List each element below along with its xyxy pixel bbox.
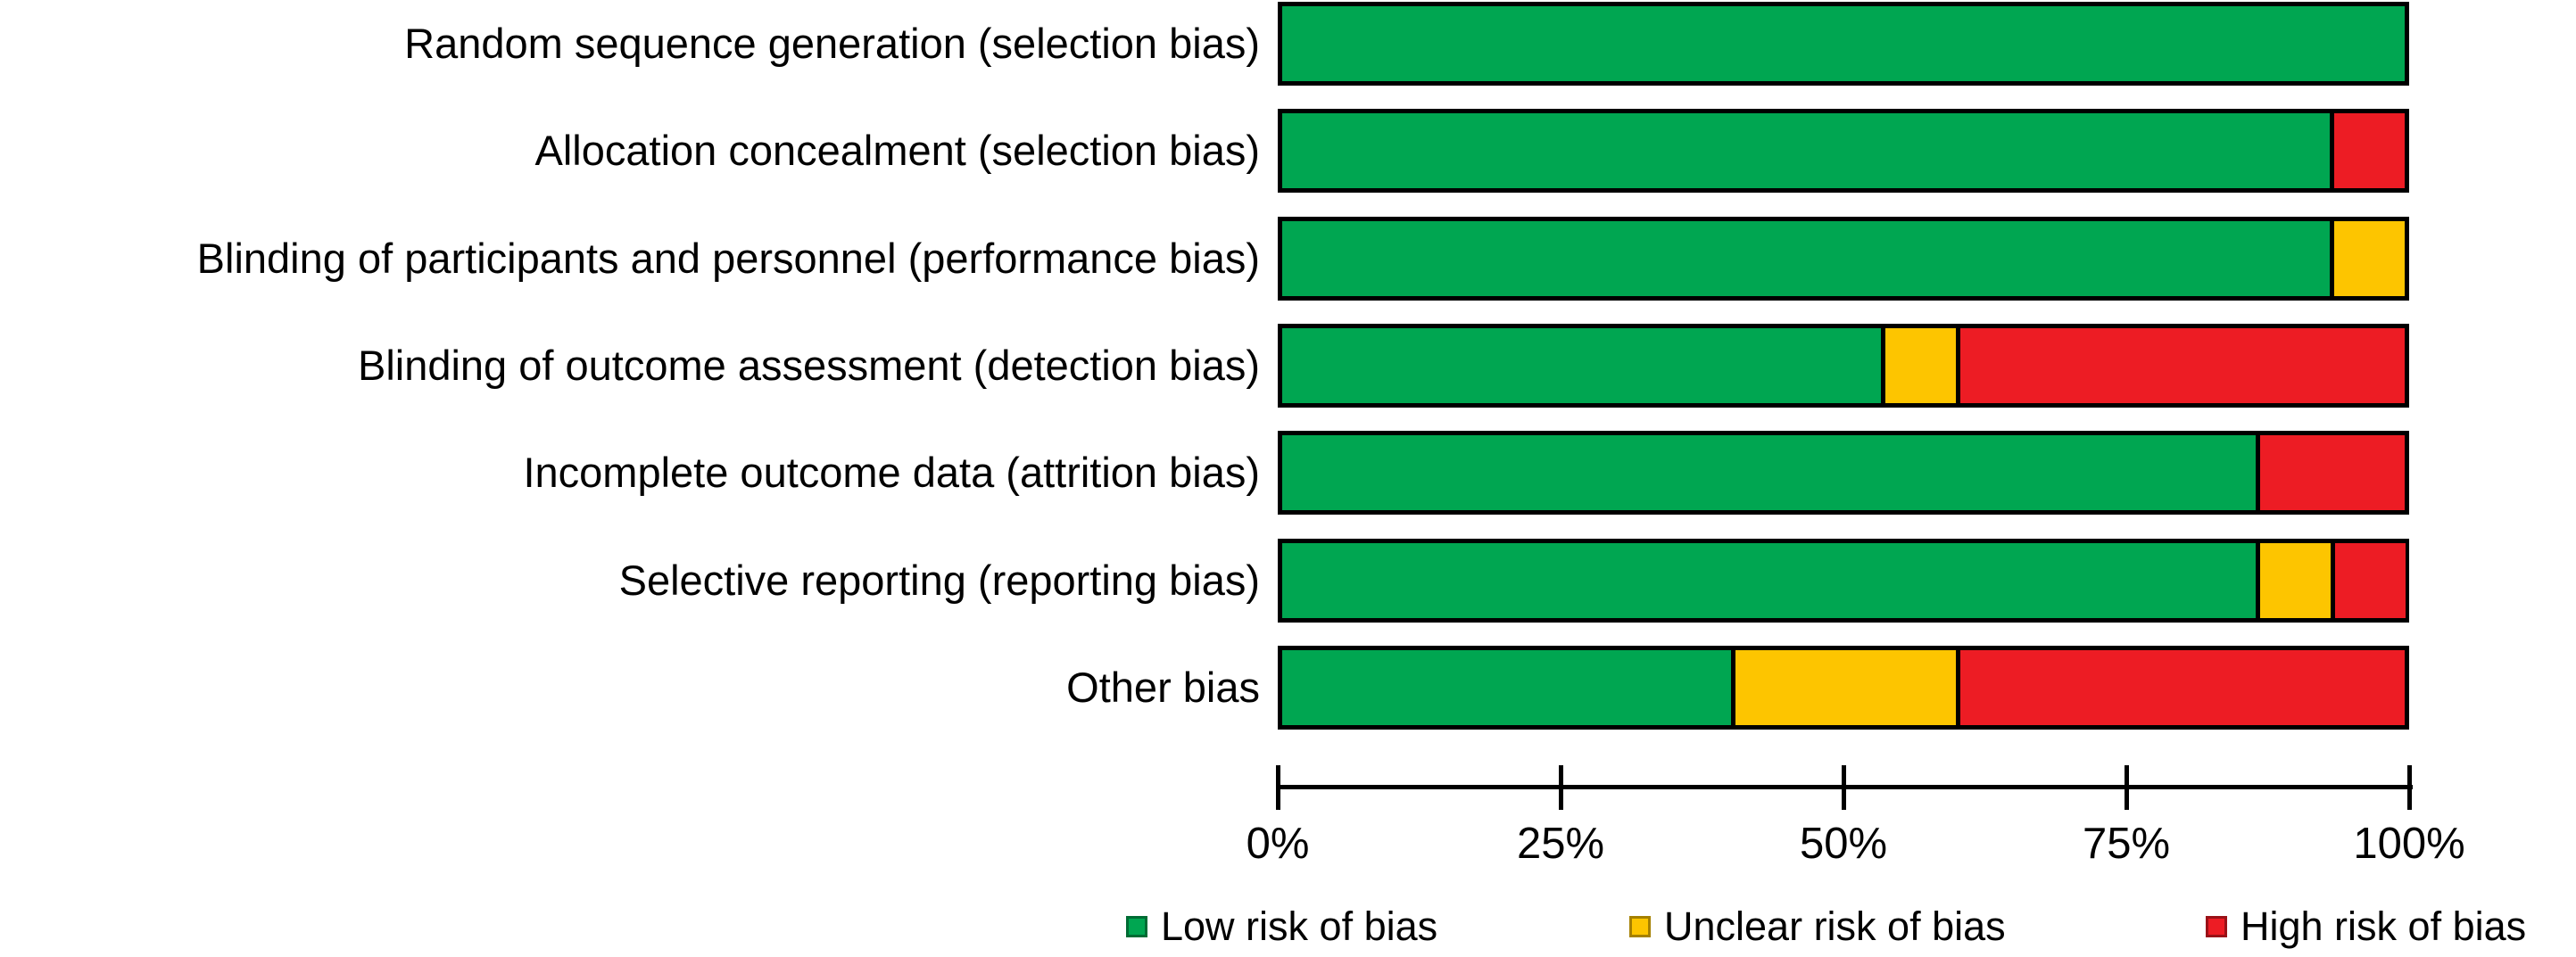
x-axis-tick <box>1559 765 1563 810</box>
stacked-bar-row <box>1278 431 2409 515</box>
x-axis-tick-label: 0% <box>1246 820 1310 868</box>
legend-swatch-unclear <box>1629 916 1651 937</box>
legend-label: High risk of bias <box>2241 903 2527 949</box>
risk-category-label: Allocation concealment (selection bias) <box>534 127 1260 174</box>
risk-category-label: Blinding of outcome assessment (detectio… <box>357 342 1260 389</box>
bar-segment-low <box>1282 328 1881 403</box>
bar-segment-high <box>1955 328 2405 403</box>
legend-item: Low risk of bias <box>1126 899 1437 954</box>
bar-segment-low <box>1282 6 2405 81</box>
bar-segment-low <box>1282 543 2256 618</box>
bar-segment-unclear <box>2329 221 2405 296</box>
risk-category-label: Incomplete outcome data (attrition bias) <box>523 449 1260 496</box>
risk-category-label: Other bias <box>1066 664 1260 711</box>
x-axis-tick <box>1842 765 1846 810</box>
stacked-bar-row <box>1278 109 2409 193</box>
bar-segment-unclear <box>2255 543 2331 618</box>
risk-category-label: Blinding of participants and personnel (… <box>196 235 1260 282</box>
legend-label: Low risk of bias <box>1161 903 1438 949</box>
legend-label: Unclear risk of bias <box>1664 903 2006 949</box>
bar-segment-low <box>1282 650 1732 725</box>
bar-segment-high <box>2255 435 2405 510</box>
bar-segment-low <box>1282 435 2256 510</box>
x-axis-tick-label: 50% <box>1799 820 1888 868</box>
stacked-bar-row <box>1278 217 2409 301</box>
stacked-bar-row <box>1278 646 2409 730</box>
stacked-bar-row <box>1278 324 2409 408</box>
risk-category-label: Random sequence generation (selection bi… <box>404 20 1260 67</box>
bar-segment-unclear <box>1731 650 1956 725</box>
bar-segment-low <box>1282 113 2330 188</box>
bar-segment-high <box>2329 113 2405 188</box>
bar-segment-unclear <box>1880 328 1956 403</box>
stacked-bar-row <box>1278 539 2409 623</box>
x-axis-tick <box>2407 765 2412 810</box>
x-axis-tick <box>1276 765 1280 810</box>
risk-category-label: Selective reporting (reporting bias) <box>618 557 1260 604</box>
bar-segment-high <box>2330 543 2406 618</box>
legend-swatch-low <box>1126 916 1147 937</box>
x-axis-tick <box>2125 765 2129 810</box>
x-axis-tick-label: 25% <box>1516 820 1605 868</box>
stacked-bar-row <box>1278 2 2409 86</box>
legend-item: High risk of bias <box>2206 899 2526 954</box>
x-axis-tick-label: 100% <box>2353 820 2465 868</box>
legend-swatch-high <box>2206 916 2227 937</box>
bar-segment-high <box>1955 650 2405 725</box>
x-axis-tick-label: 75% <box>2082 820 2171 868</box>
bar-segment-low <box>1282 221 2330 296</box>
legend-item: Unclear risk of bias <box>1629 899 2006 954</box>
